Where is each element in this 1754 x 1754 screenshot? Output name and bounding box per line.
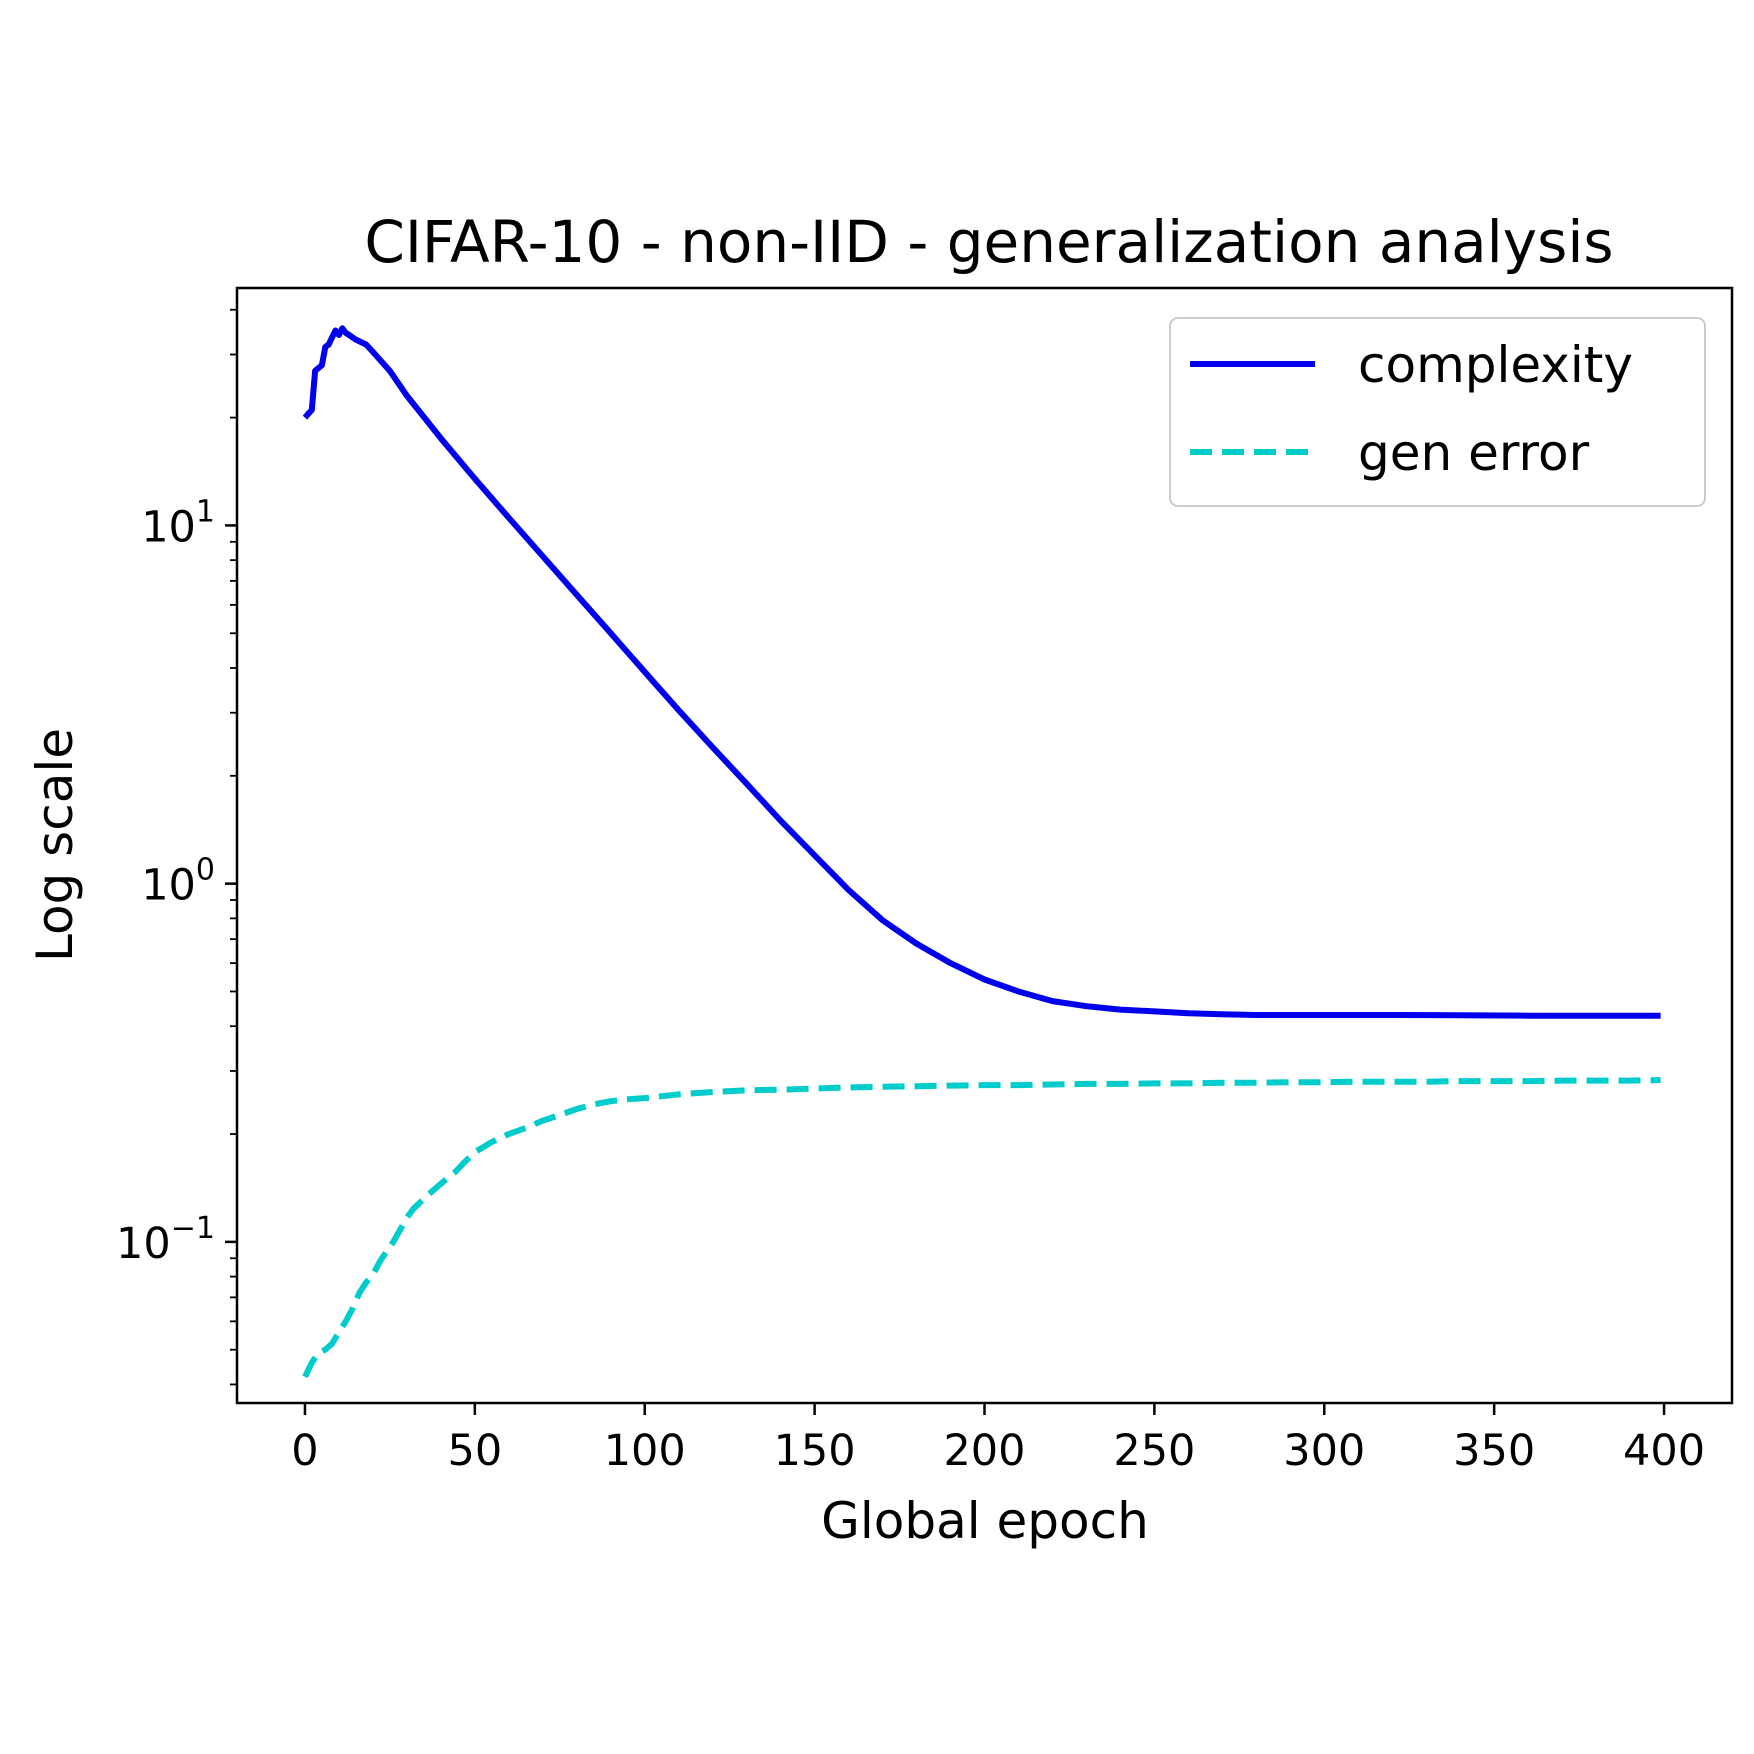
y-axis: 10−1 100 101 bbox=[116, 308, 237, 1386]
series-layer bbox=[302, 325, 1661, 1379]
y-tick-label: 100 bbox=[141, 853, 215, 911]
legend-label-complexity: complexity bbox=[1358, 336, 1633, 394]
x-tick-label: 300 bbox=[1283, 1426, 1365, 1476]
x-tick-label: 350 bbox=[1453, 1426, 1535, 1476]
x-axis: 0 50 100 150 200 250 300 350 400 bbox=[291, 1403, 1705, 1476]
series-line-complexity bbox=[302, 325, 1661, 1019]
x-tick-label: 100 bbox=[604, 1426, 686, 1476]
x-tick-label: 50 bbox=[447, 1426, 502, 1476]
legend-label-gen-error: gen error bbox=[1358, 424, 1590, 482]
y-tick-label: 10−1 bbox=[116, 1211, 215, 1269]
legend: complexity gen error bbox=[1169, 317, 1706, 507]
y-axis-label: Log scale bbox=[26, 728, 84, 962]
x-axis-label: Global epoch bbox=[821, 1492, 1149, 1550]
x-tick-label: 150 bbox=[774, 1426, 856, 1476]
y-tick-label: 101 bbox=[141, 494, 215, 552]
chart-title: CIFAR-10 - non-IID - generalization anal… bbox=[364, 208, 1613, 276]
x-tick-label: 0 bbox=[291, 1426, 318, 1476]
x-tick-label: 400 bbox=[1623, 1426, 1705, 1476]
series-line-gen-error bbox=[302, 1077, 1661, 1379]
x-tick-label: 250 bbox=[1113, 1426, 1195, 1476]
x-tick-label: 200 bbox=[943, 1426, 1025, 1476]
